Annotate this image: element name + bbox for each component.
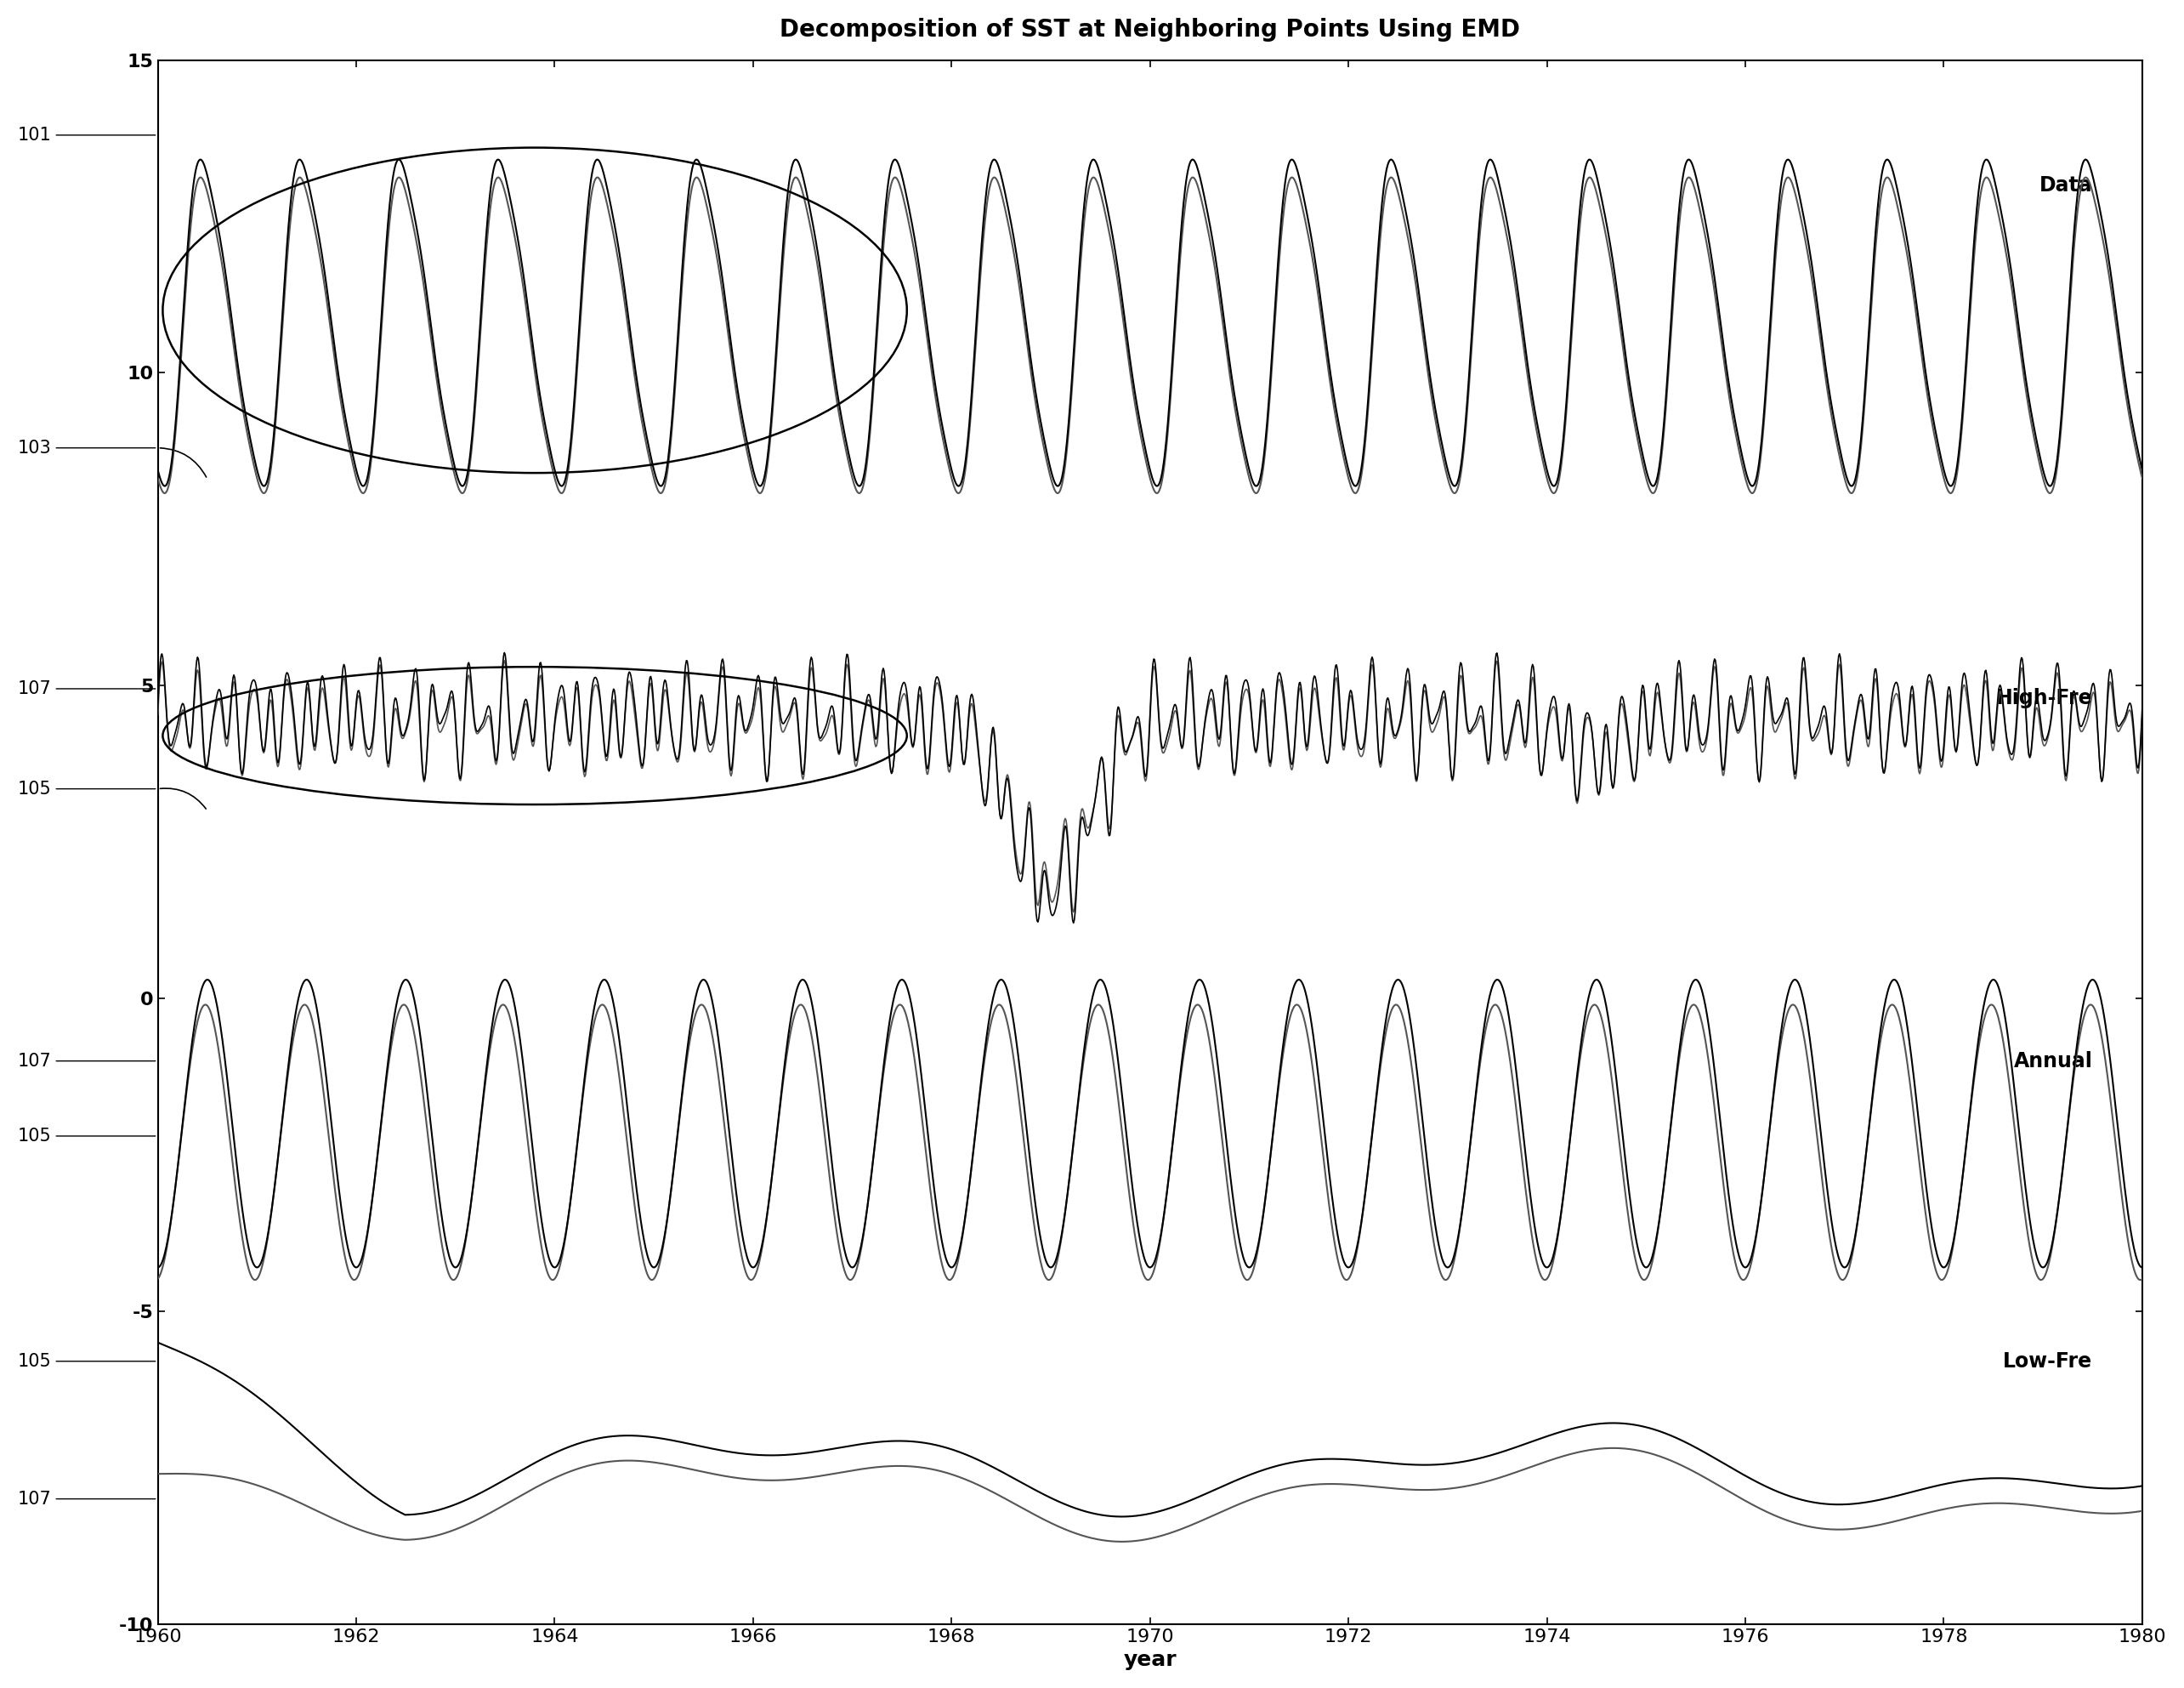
Text: High-Fre: High-Fre bbox=[1996, 689, 2092, 709]
X-axis label: year: year bbox=[1123, 1649, 1177, 1671]
Text: 105: 105 bbox=[17, 780, 155, 797]
Text: Low-Fre: Low-Fre bbox=[2003, 1350, 2092, 1371]
Text: Annual: Annual bbox=[2014, 1050, 2092, 1072]
Text: 101: 101 bbox=[17, 127, 155, 143]
Text: 105: 105 bbox=[17, 1352, 155, 1369]
Title: Decomposition of SST at Neighboring Points Using EMD: Decomposition of SST at Neighboring Poin… bbox=[780, 17, 1520, 42]
Text: 107: 107 bbox=[17, 1491, 155, 1507]
Text: 105: 105 bbox=[17, 1128, 155, 1144]
Text: 107: 107 bbox=[17, 680, 155, 697]
Text: 103: 103 bbox=[17, 439, 155, 456]
Text: Data: Data bbox=[2040, 176, 2092, 196]
Text: 107: 107 bbox=[17, 1053, 155, 1070]
